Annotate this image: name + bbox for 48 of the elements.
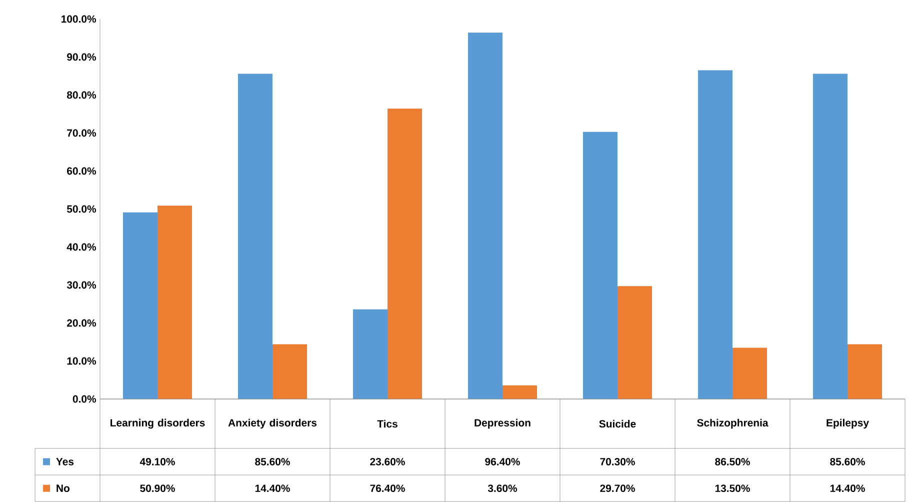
- bar: [272, 344, 308, 399]
- bar: [583, 132, 618, 399]
- y-tick-label: 80.0%: [66, 91, 96, 99]
- x-tick-label: Learning disorders: [110, 418, 205, 429]
- bar: [158, 206, 192, 399]
- data-label: 13.50%: [715, 484, 750, 492]
- x-tick-label: Tics: [377, 420, 398, 428]
- bar: [353, 309, 388, 399]
- bar: [502, 385, 538, 399]
- y-tick-label: 60.0%: [67, 167, 96, 175]
- bar: [698, 70, 733, 399]
- y-tick-label: 20.0%: [67, 319, 96, 327]
- data-label: 70.30%: [600, 458, 635, 466]
- y-tick-label: 90.0%: [67, 53, 96, 61]
- y-tick-label: 30.0%: [66, 281, 96, 289]
- bar: [468, 32, 503, 399]
- bar: [123, 212, 158, 399]
- x-tick-label: Suicide: [599, 420, 636, 428]
- y-tick-label: 70.0%: [67, 129, 96, 137]
- bar: [848, 344, 882, 399]
- legend-label: Yes: [56, 458, 74, 466]
- data-label: 49.10%: [140, 458, 175, 466]
- data-label: 23.60%: [370, 458, 405, 466]
- x-tick-label: Depression: [474, 418, 530, 429]
- bar: [388, 108, 422, 399]
- bar: [238, 74, 273, 399]
- y-tick-label: 40.0%: [66, 243, 96, 251]
- data-label: 14.40%: [255, 484, 290, 492]
- y-tick-label: 100.0%: [61, 15, 96, 23]
- y-tick-label: 50.0%: [66, 205, 96, 213]
- bar: [732, 348, 768, 399]
- data-label: 76.40%: [370, 484, 405, 492]
- legend-label: No: [56, 484, 70, 492]
- data-label: 3.60%: [488, 484, 518, 492]
- y-tick-label: 0.0%: [72, 395, 96, 403]
- x-tick-label: Schizophrenia: [697, 418, 768, 429]
- data-label: 50.90%: [140, 484, 175, 492]
- data-label: 14.40%: [830, 484, 865, 492]
- bar: [618, 286, 652, 399]
- data-label: 29.70%: [600, 484, 635, 492]
- data-label: 85.60%: [255, 458, 290, 466]
- bar: [813, 74, 848, 399]
- x-tick-label: Epilepsy: [826, 418, 869, 429]
- data-label: 96.40%: [485, 458, 520, 466]
- data-label: 86.50%: [715, 458, 750, 466]
- x-tick-label: Anxiety disorders: [228, 418, 317, 429]
- y-tick-label: 10.0%: [67, 357, 96, 365]
- data-label: 85.60%: [830, 458, 865, 466]
